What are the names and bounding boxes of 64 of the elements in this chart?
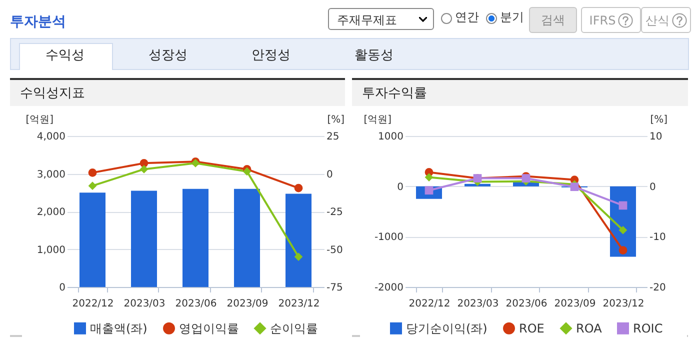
text: 성장성 (148, 47, 188, 64)
y-tick-label: -2000 (374, 282, 404, 294)
text: 안정성 (250, 47, 292, 64)
point (88, 182, 97, 190)
dropdown: 주재무제표 (328, 8, 434, 30)
y2-tick-label: -10 (650, 232, 666, 244)
point (140, 165, 148, 174)
x-tick-label: 2023/03 (457, 298, 499, 310)
x-tick-label: 2022/12 (408, 298, 450, 310)
y2-axis-title: [%] (650, 114, 668, 126)
y-tick-label: 0 (59, 282, 66, 294)
point (140, 159, 148, 168)
y-tick-label: 4,000 (36, 132, 66, 142)
legend-label: 영업이익률 (179, 321, 239, 336)
y2-tick-label: 0 (650, 182, 656, 193)
y2-tick-label: 25 (326, 132, 340, 142)
y-tick-label: 1,000 (36, 244, 66, 256)
y2-tick-label: -25 (326, 207, 343, 218)
text: 연간 (455, 9, 479, 26)
point (88, 168, 97, 177)
legend-label: ROE (519, 321, 544, 336)
chart-title: 수익성지표 (10, 78, 345, 106)
x-tick-label: 2023/03 (124, 298, 166, 310)
legend-label: ROA (576, 321, 603, 336)
chart-title: 투자수익률 (352, 78, 688, 106)
y-tick-label: -1000 (374, 232, 404, 244)
x-tick-label: 2023/12 (602, 298, 644, 310)
legend-label: ROIC (633, 321, 663, 336)
button: 산식 (641, 7, 691, 33)
text: 투자분석 (10, 13, 66, 31)
point (570, 182, 579, 192)
y-axis-title: [억원] (364, 114, 392, 126)
y2-tick-label: 0 (326, 169, 333, 180)
y2-tick-label: 10 (650, 132, 662, 142)
point (618, 246, 628, 254)
y2-tick-label: -20 (650, 282, 666, 294)
y2-tick-label: -75 (326, 282, 343, 294)
text: 분기 (500, 9, 524, 26)
point (294, 184, 303, 192)
y2-axis-title: [%] (327, 114, 345, 126)
x-tick-label: 2023/09 (554, 298, 596, 310)
legend-label: 당기순이익(좌) (406, 321, 488, 336)
y-tick-label: 1000 (378, 132, 404, 142)
y-tick-label: 3,000 (36, 169, 66, 180)
point (424, 173, 434, 182)
point (618, 226, 628, 234)
x-tick-label: 2023/06 (175, 298, 217, 310)
button: 검색 (529, 7, 577, 33)
y2-tick-label: -50 (326, 244, 343, 256)
legend-label: 순이익률 (270, 321, 318, 336)
point (242, 167, 252, 176)
button: IFRS (581, 7, 641, 33)
x-tick-label: 2023/09 (226, 298, 268, 310)
text: 수익성 (44, 47, 86, 64)
point (618, 201, 628, 210)
x-tick-label: 2023/12 (278, 298, 320, 310)
y-tick-label: 2,000 (36, 207, 66, 218)
x-tick-label: 2023/06 (506, 298, 548, 310)
y-tick-label: 0 (397, 182, 404, 193)
point (294, 252, 303, 261)
y-axis-title: [억원] (26, 114, 54, 126)
legend-label: 매출액(좌) (90, 321, 148, 336)
text: 활동성 (354, 47, 394, 64)
x-tick-label: 2022/12 (72, 298, 114, 310)
